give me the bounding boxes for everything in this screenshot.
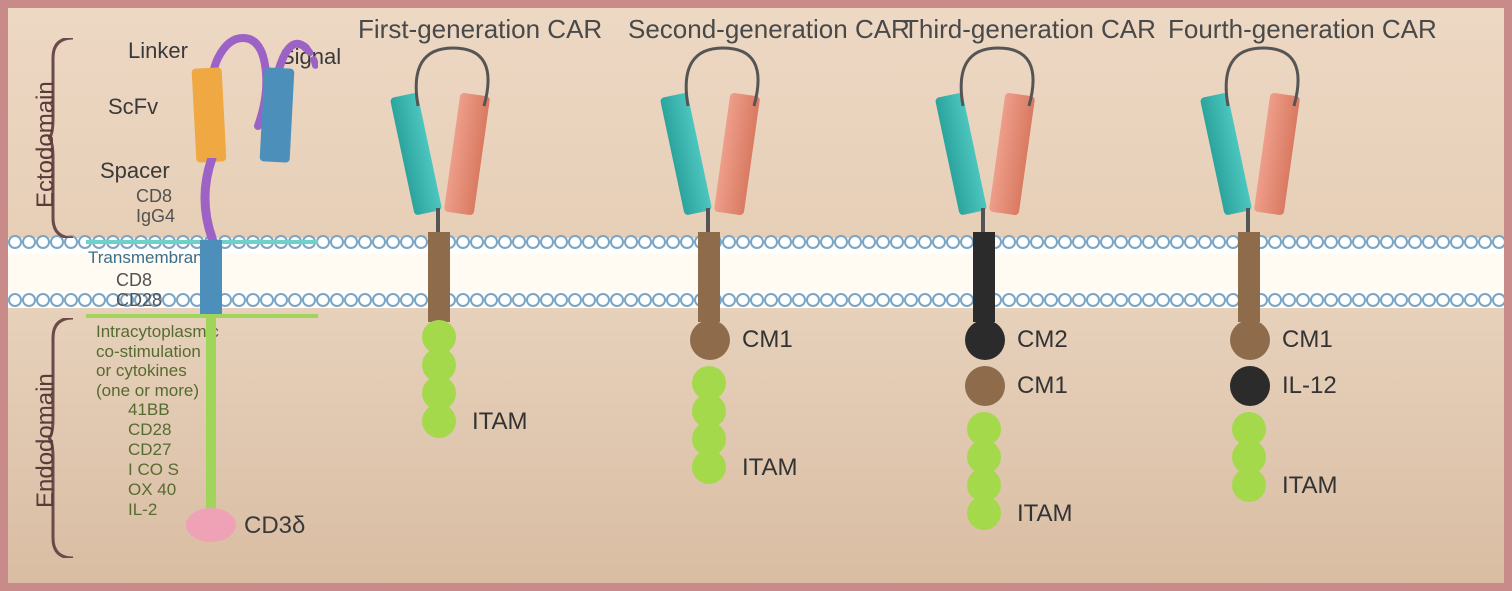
membrane-tail-region: [8, 254, 1504, 292]
ref-cd3-ellipse: [186, 508, 236, 542]
itam-chain-0: [422, 320, 456, 438]
itam-ball-2-3: [967, 496, 1001, 530]
costim-title: Intracytoplasmic co-stimulation or cytok…: [96, 322, 219, 400]
linker-loop-0: [398, 40, 508, 110]
cm-label-2-1: CM1: [1017, 372, 1068, 400]
cd3-label: CD3δ: [244, 512, 305, 540]
scfv-label: ScFv: [108, 94, 158, 120]
cm-label-1-0: CM1: [742, 326, 793, 354]
endo-connector-3: [1246, 320, 1252, 324]
endo-connector-1: [706, 320, 712, 324]
itam-label-2: ITAM: [1017, 500, 1073, 528]
transmembrane-2: [973, 232, 995, 322]
itam-chain-2: [967, 412, 1001, 530]
cm-label-3-1: IL-12: [1282, 372, 1337, 400]
transmembrane-0: [428, 232, 450, 322]
ref-scfv-blue: [260, 67, 295, 162]
cm-ball-3-0: [1230, 320, 1270, 360]
cm-ball-3-1: [1230, 366, 1270, 406]
costim-cd28: CD28: [128, 420, 171, 440]
costim-il2: IL-2: [128, 500, 157, 520]
spacer-sub-cd8: CD8: [136, 186, 172, 207]
cm-label-2-0: CM2: [1017, 326, 1068, 354]
membrane-lower-leaflet: [8, 292, 1504, 312]
cm-label-3-0: CM1: [1282, 326, 1333, 354]
costim-41bb: 41BB: [128, 400, 170, 420]
spacer-label: Spacer: [100, 158, 170, 184]
cm-ball-2-0: [965, 320, 1005, 360]
itam-label-1: ITAM: [742, 454, 798, 482]
car-generations-diagram: Ectodomain Endodomain Linker Signal ScFv…: [8, 8, 1504, 583]
itam-label-0: ITAM: [472, 408, 528, 436]
transmembrane-3: [1238, 232, 1260, 322]
itam-chain-1: [692, 366, 726, 484]
linker-loop-1: [668, 40, 778, 110]
ref-endo-stalk: [206, 314, 216, 514]
linker-loop-3: [1208, 40, 1318, 110]
transmembrane-1: [698, 232, 720, 322]
itam-ball-3-2: [1232, 468, 1266, 502]
ref-scfv-orange: [192, 67, 227, 162]
ref-tm-rect: [200, 240, 222, 314]
costim-ox40: OX 40: [128, 480, 176, 500]
endodomain-label: Endodomain: [32, 373, 60, 508]
costim-icos: I CO S: [128, 460, 179, 480]
linker-label: Linker: [128, 38, 188, 64]
cm-ball-1-0: [690, 320, 730, 360]
itam-ball-1-3: [692, 450, 726, 484]
spacer-sub-igg4: IgG4: [136, 206, 175, 227]
cm-ball-2-1: [965, 366, 1005, 406]
transmembrane-label: Transmembrane: [88, 248, 212, 268]
linker-loop-2: [943, 40, 1053, 110]
endo-connector-2: [981, 320, 987, 324]
ectodomain-label: Ectodomain: [32, 81, 60, 208]
tm-sub-cd8: CD8: [116, 270, 152, 291]
itam-ball-0-3: [422, 404, 456, 438]
itam-chain-3: [1232, 412, 1266, 502]
membrane-upper-leaflet: [8, 234, 1504, 254]
itam-label-3: ITAM: [1282, 472, 1338, 500]
costim-cd27: CD27: [128, 440, 171, 460]
ref-endo-line: [86, 314, 318, 318]
tm-sub-cd28: CD28: [116, 290, 162, 311]
